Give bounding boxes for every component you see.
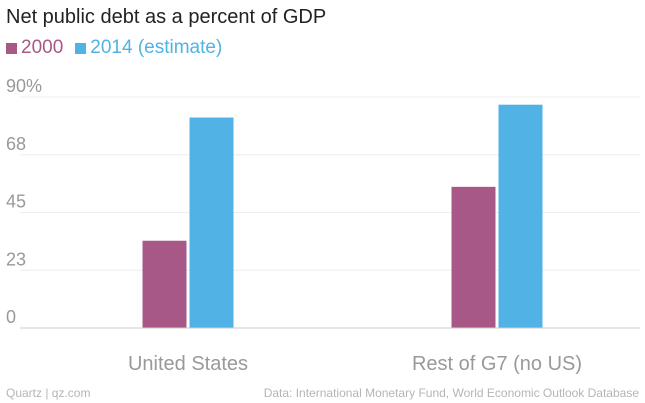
y-tick-label: 90% <box>6 76 42 96</box>
legend-label-2014: 2014 (estimate) <box>90 37 223 58</box>
y-tick-label: 23 <box>6 249 26 269</box>
legend-label-2000: 2000 <box>21 37 64 58</box>
y-tick-label: 0 <box>6 307 16 327</box>
legend-item-2014: 2014 (estimate) <box>75 37 222 59</box>
legend-swatch-2014 <box>75 42 87 54</box>
y-tick-label: 45 <box>6 192 26 212</box>
y-tick-label: 68 <box>6 134 26 154</box>
x-category-label: Rest of G7 (no US) <box>412 353 582 375</box>
bar-2000-0 <box>142 240 187 328</box>
bar-2014-1 <box>498 104 543 328</box>
legend-swatch-2000 <box>6 42 17 54</box>
bar-2014-0 <box>189 117 234 329</box>
bar-2000-1 <box>451 186 496 328</box>
footer-data-source: Data: International Monetary Fund, World… <box>263 386 639 400</box>
chart-title: Net public debt as a percent of GDP <box>6 6 327 28</box>
legend: 2000 2014 (estimate) <box>6 37 234 59</box>
x-category-label: United States <box>128 353 248 375</box>
legend-item-2000: 2000 <box>6 37 63 59</box>
footer-source-brand: Quartz | qz.com <box>6 386 91 400</box>
